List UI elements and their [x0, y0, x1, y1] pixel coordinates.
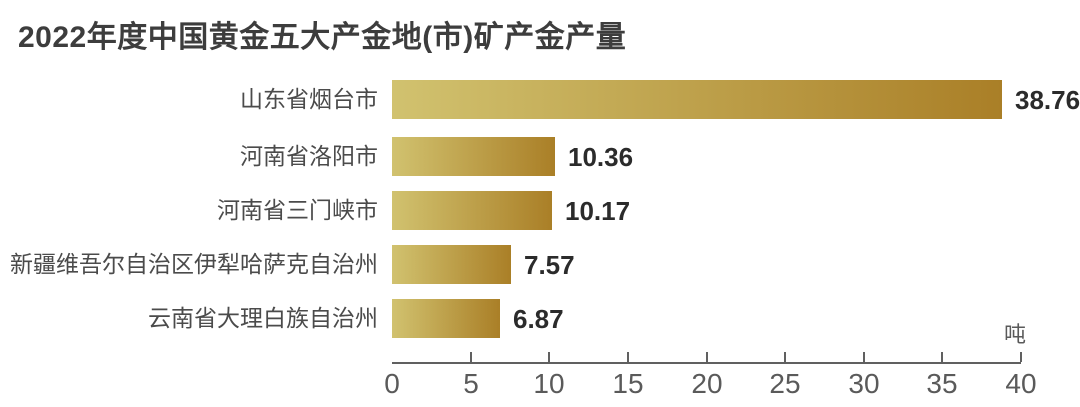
- bar-row: 河南省三门峡市 10.17: [0, 191, 1080, 230]
- bar-row: 云南省大理白族自治州 6.87: [0, 299, 1080, 338]
- bar: [392, 299, 500, 338]
- axis-tick: [627, 352, 629, 362]
- axis-tick-label: 10: [533, 368, 565, 399]
- bar: [392, 245, 511, 284]
- axis-tick-label: 20: [691, 368, 723, 399]
- axis-tick-label: 30: [848, 368, 880, 399]
- value-label: 38.76: [1015, 85, 1080, 115]
- chart-title: 2022年度中国黄金五大产金地(市)矿产金产量: [18, 21, 627, 54]
- axis-tick: [863, 352, 865, 362]
- bar-row: 河南省洛阳市 10.36: [0, 137, 1080, 176]
- axis-tick-label: 40: [1005, 368, 1037, 399]
- value-label: 10.36: [568, 142, 634, 172]
- x-axis: [392, 352, 1022, 364]
- axis-tick: [548, 352, 550, 362]
- value-label: 10.17: [565, 196, 631, 226]
- axis-tick-label: 0: [384, 368, 400, 399]
- axis-tick-label: 15: [612, 368, 644, 399]
- category-label: 云南省大理白族自治州: [148, 305, 378, 331]
- bar-row: 山东省烟台市 38.76: [0, 80, 1080, 119]
- category-label: 河南省三门峡市: [217, 197, 378, 223]
- axis-tick: [784, 352, 786, 362]
- bar: [392, 191, 552, 230]
- axis-unit-label: 吨: [1003, 322, 1027, 347]
- axis-tick: [706, 352, 708, 362]
- axis-tick: [1020, 352, 1022, 362]
- bar: [392, 137, 555, 176]
- category-label: 河南省洛阳市: [240, 143, 378, 169]
- category-label: 新疆维吾尔自治区伊犁哈萨克自治州: [10, 251, 378, 277]
- value-label: 7.57: [524, 250, 575, 280]
- axis-tick: [470, 352, 472, 362]
- bar-row: 新疆维吾尔自治区伊犁哈萨克自治州 7.57: [0, 245, 1080, 284]
- bar: [392, 80, 1002, 119]
- axis-tick: [941, 352, 943, 362]
- axis-tick-label: 25: [769, 368, 801, 399]
- axis-tick-label: 5: [463, 368, 479, 399]
- category-label: 山东省烟台市: [240, 86, 378, 112]
- axis-tick-label: 35: [926, 368, 958, 399]
- value-label: 6.87: [513, 304, 564, 334]
